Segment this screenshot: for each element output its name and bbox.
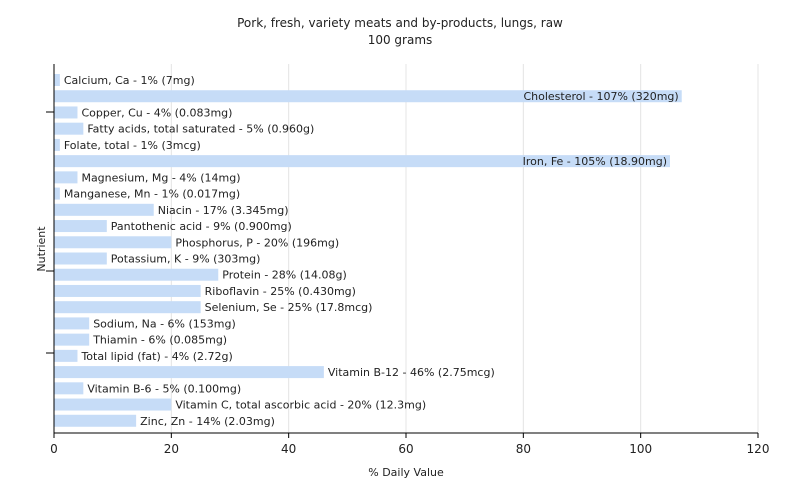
bar: [54, 268, 219, 281]
x-tick-label: 40: [281, 442, 296, 456]
bar: [54, 236, 172, 249]
bar: [54, 171, 78, 184]
chart-title: Pork, fresh, variety meats and by-produc…: [237, 16, 563, 30]
bar-label: Vitamin B-12 - 46% (2.75mcg): [328, 366, 495, 379]
bar: [54, 220, 107, 233]
bar: [54, 138, 60, 151]
y-axis-label: Nutrient: [35, 226, 48, 272]
bar-label: Total lipid (fat) - 4% (2.72g): [80, 350, 232, 363]
bar-label: Copper, Cu - 4% (0.083mg): [81, 106, 232, 119]
bar-label: Riboflavin - 25% (0.430mg): [205, 285, 356, 298]
x-axis-label: % Daily Value: [368, 466, 444, 479]
bar: [54, 349, 78, 362]
axes: [46, 64, 759, 438]
bar-label: Thiamin - 6% (0.085mg): [92, 334, 227, 347]
bar: [54, 155, 670, 168]
bar-label: Selenium, Se - 25% (17.8mcg): [205, 301, 373, 314]
x-tick-label: 100: [629, 442, 652, 456]
x-tick-label: 120: [747, 442, 770, 456]
bar-label: Cholesterol - 107% (320mg): [523, 90, 678, 103]
bar-label: Niacin - 17% (3.345mg): [158, 204, 289, 217]
bar-label: Pantothenic acid - 9% (0.900mg): [111, 220, 292, 233]
bar: [54, 252, 107, 265]
bar-label: Vitamin C, total ascorbic acid - 20% (12…: [175, 399, 426, 412]
bar: [54, 187, 60, 200]
bar-label: Zinc, Zn - 14% (2.03mg): [140, 415, 275, 428]
bar-label: Vitamin B-6 - 5% (0.100mg): [87, 382, 241, 395]
bar: [54, 317, 90, 330]
x-tick-label: 60: [398, 442, 413, 456]
bar-label: Folate, total - 1% (3mcg): [64, 139, 201, 152]
bar-label: Manganese, Mn - 1% (0.017mg): [64, 188, 240, 201]
bar: [54, 333, 90, 346]
bar: [54, 106, 78, 119]
bar-label: Protein - 28% (14.08g): [222, 269, 347, 282]
bar-label: Phosphorus, P - 20% (196mg): [175, 236, 339, 249]
bar: [54, 90, 682, 103]
x-tick-label: 0: [50, 442, 58, 456]
bar-label: Sodium, Na - 6% (153mg): [93, 317, 236, 330]
bar-labels: Calcium, Ca - 1% (7mg) Cholesterol - 107%…: [64, 74, 679, 428]
bar-label: Potassium, K - 9% (303mg): [111, 253, 261, 266]
bars: [54, 74, 682, 427]
chart-subtitle: 100 grams: [368, 33, 433, 47]
x-tick-label: 80: [516, 442, 531, 456]
bar: [54, 74, 60, 86]
bar-label: Calcium, Ca - 1% (7mg): [64, 74, 195, 87]
bar: [54, 414, 137, 427]
bar: [54, 398, 172, 411]
x-tick-label: 20: [164, 442, 179, 456]
bar: [54, 301, 201, 314]
bar: [54, 366, 324, 379]
bar: [54, 382, 84, 395]
bar: [54, 284, 201, 297]
x-tick-labels: 0 20 40 60 80 100 120: [50, 442, 769, 456]
bar: [54, 203, 154, 216]
bar: [54, 122, 84, 135]
bar-label: Fatty acids, total saturated - 5% (0.960…: [87, 123, 314, 136]
bar-label: Magnesium, Mg - 4% (14mg): [81, 171, 240, 184]
bar-label: Iron, Fe - 105% (18.90mg): [523, 155, 667, 168]
